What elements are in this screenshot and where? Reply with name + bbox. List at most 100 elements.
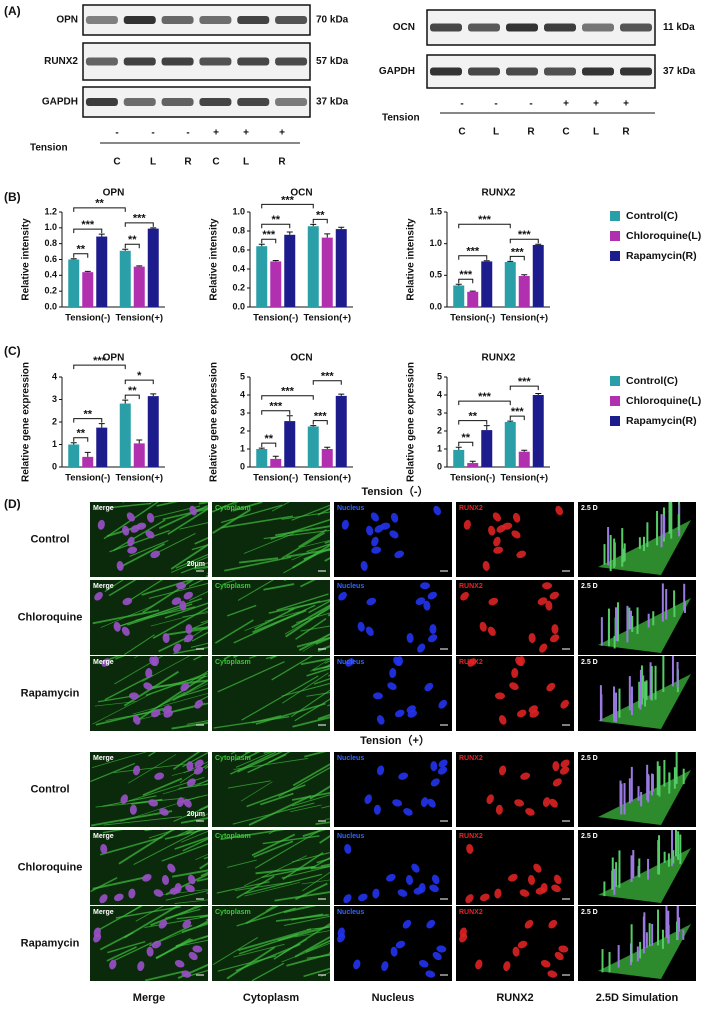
group-label: R	[622, 127, 630, 138]
micrograph: RUNX2	[456, 502, 574, 577]
bar	[68, 444, 80, 467]
actin-fiber	[217, 661, 285, 693]
actin-fiber	[275, 525, 330, 537]
surface-plot	[598, 848, 691, 903]
actin-fiber	[263, 529, 330, 540]
actin-fiber	[191, 626, 208, 630]
actin-fiber	[290, 689, 330, 718]
actin-fiber	[174, 836, 208, 850]
group-label: L	[243, 157, 249, 168]
significance-label: **	[128, 234, 137, 246]
nucleus	[127, 536, 135, 547]
nucleus	[429, 884, 439, 893]
nucleus	[511, 668, 519, 679]
image-label: Nucleus	[337, 505, 364, 512]
nucleus	[512, 946, 520, 957]
actin-fiber	[212, 937, 258, 966]
blot-band	[430, 23, 462, 32]
blot-band	[620, 23, 652, 32]
blot-band	[199, 98, 232, 106]
nucleus	[429, 624, 437, 635]
nucleus	[460, 591, 469, 601]
tension-sign: +	[243, 128, 249, 139]
nucleus	[341, 519, 349, 530]
error-bar	[483, 260, 490, 262]
nucleus	[186, 778, 196, 787]
blot-band	[582, 67, 614, 76]
micrograph: Nucleus	[334, 830, 452, 905]
nucleus	[371, 536, 379, 547]
micrograph: Nucleus	[334, 502, 452, 577]
actin-fiber	[192, 621, 208, 629]
panel-label: (D)	[4, 497, 21, 511]
nucleus	[525, 808, 535, 816]
nucleus	[479, 893, 490, 902]
nucleus	[539, 643, 548, 653]
actin-fiber	[301, 879, 330, 885]
nucleus	[167, 863, 176, 873]
image-label: RUNX2	[459, 659, 483, 666]
micrograph: 2.5 D	[578, 656, 696, 731]
tension-sign: +	[593, 99, 599, 110]
micrograph: Nucleus	[334, 656, 452, 731]
micrograph: 2.5 D	[578, 580, 696, 655]
nucleus	[431, 874, 440, 885]
actin-fiber	[172, 679, 208, 701]
nucleus	[428, 634, 438, 643]
error-bar	[70, 442, 77, 445]
actin-fiber	[251, 833, 296, 857]
nucleus	[424, 682, 434, 692]
blot-band	[237, 57, 270, 66]
nucleus	[558, 945, 569, 953]
nucleus	[392, 799, 403, 807]
actin-fiber	[113, 519, 166, 551]
panel-label: (B)	[4, 190, 21, 204]
image-label: Merge	[93, 833, 114, 840]
row-label: Chloroquine	[18, 611, 83, 623]
image-background	[456, 830, 574, 905]
legend-label: Control(C)	[626, 210, 678, 222]
actin-fiber	[222, 580, 237, 585]
image-background	[334, 906, 452, 981]
group-label: L	[593, 127, 599, 138]
nucleus	[547, 970, 558, 978]
actin-fiber	[304, 752, 327, 758]
y-tick-label: 0	[437, 461, 442, 471]
y-tick-label: 4	[240, 389, 245, 399]
panel-label: (C)	[4, 344, 21, 358]
nucleus	[493, 536, 501, 547]
nucleus	[553, 874, 562, 885]
actin-fiber	[255, 702, 326, 725]
blot-band	[506, 67, 538, 76]
significance-label: **	[76, 428, 85, 440]
bar	[453, 285, 465, 307]
nucleus	[366, 597, 377, 606]
actin-fiber	[148, 582, 208, 599]
bar	[119, 403, 131, 467]
actin-fiber	[191, 631, 208, 642]
nucleus	[344, 843, 352, 854]
image-label: RUNX2	[459, 583, 483, 590]
significance-label: ***	[81, 219, 95, 231]
nucleus	[427, 591, 438, 600]
error-bar	[286, 231, 293, 235]
blot-band	[582, 23, 614, 32]
error-bar	[70, 258, 77, 260]
error-bar	[507, 260, 514, 263]
tension-label: Tension	[30, 143, 68, 154]
micrograph: Cytoplasm	[212, 580, 330, 655]
y-tick-label: 0.6	[232, 244, 245, 254]
nucleus	[179, 600, 187, 611]
x-tick-label: Tension(-)	[253, 473, 298, 484]
error-bar	[122, 248, 129, 251]
y-axis-label: Relative gene expression	[406, 362, 417, 482]
actin-fiber	[283, 906, 317, 914]
nucleus	[520, 772, 531, 780]
nucleus	[174, 959, 185, 968]
actin-fiber	[179, 763, 208, 784]
x-tick-label: Tension(+)	[303, 473, 351, 484]
actin-fiber	[290, 804, 322, 813]
actin-fiber	[286, 548, 330, 558]
nucleus	[345, 658, 355, 667]
